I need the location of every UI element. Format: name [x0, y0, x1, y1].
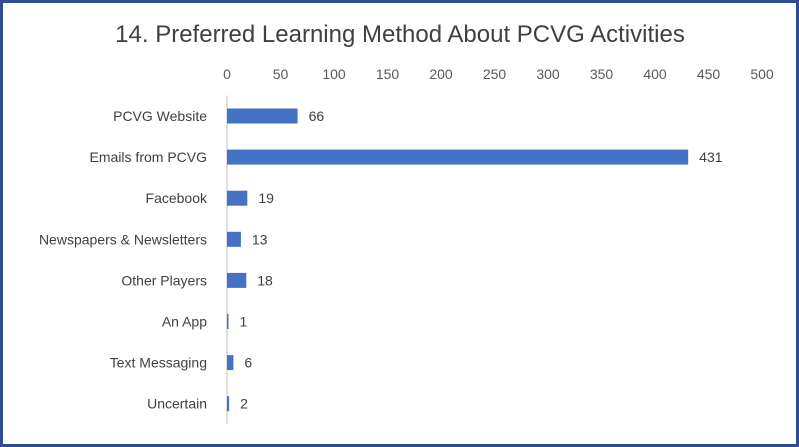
category-label: Emails from PCVG	[90, 149, 207, 165]
x-axis-ticks: 0 50 100 150 200 250 300 350 400 450 500	[223, 66, 774, 82]
category-label: Facebook	[146, 190, 208, 206]
data-label: 431	[699, 149, 723, 165]
data-label: 2	[240, 396, 248, 412]
bar	[227, 190, 248, 206]
data-label: 19	[258, 190, 274, 206]
x-tick-label: 200	[429, 66, 453, 82]
category-labels: PCVG Website Emails from PCVG Facebook News…	[39, 108, 208, 412]
x-tick-label: 0	[223, 66, 231, 82]
bar	[227, 149, 689, 165]
x-tick-label: 300	[536, 66, 560, 82]
bar	[227, 396, 230, 412]
data-label: 66	[309, 108, 325, 124]
data-label: 13	[252, 231, 268, 247]
category-label: Text Messaging	[110, 355, 207, 371]
bar	[227, 314, 229, 329]
data-labels: 66 431 19 13 18 1 6 2	[240, 108, 723, 412]
data-label: 1	[240, 314, 248, 330]
category-label: Other Players	[121, 272, 207, 288]
x-tick-label: 450	[697, 66, 721, 82]
x-tick-label: 50	[273, 66, 289, 82]
category-label: PCVG Website	[113, 108, 207, 124]
x-tick-label: 400	[643, 66, 667, 82]
data-label: 18	[257, 272, 273, 288]
bar	[227, 108, 298, 124]
x-tick-label: 250	[483, 66, 507, 82]
category-label: Uncertain	[147, 396, 207, 412]
x-tick-label: 500	[750, 66, 774, 82]
chart-title: 14. Preferred Learning Method About PCVG…	[115, 21, 685, 48]
category-label: An App	[162, 314, 207, 330]
x-tick-label: 100	[322, 66, 346, 82]
bars	[227, 108, 689, 412]
data-label: 6	[244, 355, 252, 371]
category-label: Newspapers & Newsletters	[39, 231, 207, 247]
bar	[227, 231, 241, 247]
bar	[227, 355, 234, 371]
bar	[227, 272, 247, 288]
x-tick-label: 150	[376, 66, 400, 82]
x-tick-label: 350	[590, 66, 614, 82]
